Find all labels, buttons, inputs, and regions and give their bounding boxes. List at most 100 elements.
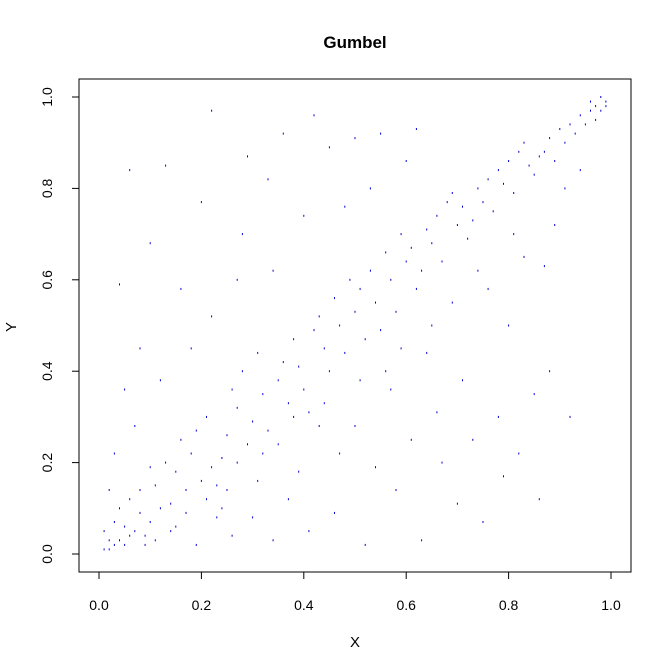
data-point <box>257 351 259 354</box>
data-point <box>375 301 376 304</box>
data-point <box>318 425 320 427</box>
data-point <box>523 141 525 144</box>
data-point <box>400 233 402 236</box>
data-point <box>247 155 248 158</box>
data-point <box>334 297 335 300</box>
data-point <box>159 379 161 382</box>
data-point <box>441 260 443 263</box>
data-point <box>477 269 479 272</box>
data-point <box>298 470 300 473</box>
data-point <box>497 169 499 172</box>
y-axis: 0.0 0.2 0.4 0.6 0.8 1.0 <box>39 87 80 564</box>
data-point <box>405 260 407 263</box>
data-point <box>108 489 110 491</box>
data-point <box>129 534 131 537</box>
data-point <box>354 137 356 140</box>
data-point <box>559 128 561 130</box>
data-point <box>206 498 207 501</box>
data-point <box>272 539 274 542</box>
data-point <box>421 269 423 272</box>
data-point <box>308 530 310 533</box>
data-point <box>211 315 213 318</box>
data-point <box>359 379 361 382</box>
data-point <box>328 146 330 149</box>
data-point <box>456 502 458 505</box>
data-point <box>236 461 238 464</box>
data-point <box>257 479 259 482</box>
data-point <box>134 530 136 533</box>
data-point <box>436 411 438 414</box>
x-tick-label: 1.0 <box>601 597 621 613</box>
data-point <box>569 123 571 126</box>
data-point <box>579 114 581 117</box>
data-point <box>267 429 269 432</box>
data-point <box>513 192 515 194</box>
x-tick-label: 0.6 <box>396 597 416 613</box>
data-point <box>252 420 254 423</box>
data-point <box>492 210 494 213</box>
data-point <box>375 466 376 469</box>
plot-frame <box>78 78 632 573</box>
chart-title: Gumbel <box>323 33 386 52</box>
data-point <box>595 118 597 121</box>
data-point <box>108 539 110 542</box>
data-point <box>508 324 510 327</box>
data-point <box>395 310 397 313</box>
data-point <box>170 502 172 505</box>
data-point <box>129 498 131 501</box>
data-point <box>395 489 397 491</box>
data-point <box>262 452 264 455</box>
data-point <box>339 324 341 327</box>
data-point <box>426 351 428 354</box>
data-point <box>134 425 136 427</box>
data-point <box>170 530 172 533</box>
data-point <box>200 201 202 204</box>
data-point <box>180 438 182 441</box>
data-point <box>359 287 361 290</box>
data-point <box>503 475 504 478</box>
data-point <box>600 96 602 98</box>
data-point <box>206 415 207 418</box>
data-point <box>124 525 126 528</box>
data-point <box>349 278 351 281</box>
data-point <box>221 457 223 459</box>
data-point <box>165 461 167 464</box>
data-point <box>323 347 325 350</box>
data-point <box>590 109 591 112</box>
data-point <box>415 287 417 290</box>
data-point <box>564 187 566 190</box>
data-point <box>277 379 279 382</box>
data-point <box>318 315 320 318</box>
data-point <box>431 242 433 245</box>
data-point <box>293 415 295 418</box>
data-point <box>518 452 520 455</box>
data-point <box>185 511 187 514</box>
data-point <box>195 429 197 432</box>
data-point <box>605 105 607 108</box>
data-point <box>538 155 540 158</box>
data-point <box>354 310 356 313</box>
data-point <box>216 484 218 487</box>
data-point <box>282 361 284 364</box>
data-point <box>487 287 489 290</box>
data-point <box>328 370 330 373</box>
data-point <box>487 178 489 181</box>
data-point <box>369 187 371 190</box>
data-point <box>103 548 105 551</box>
y-tick-label: 0.6 <box>39 270 55 290</box>
data-point <box>303 214 305 217</box>
data-point <box>421 539 423 542</box>
data-point <box>369 269 371 272</box>
y-tick-label: 1.0 <box>39 87 55 107</box>
y-tick-label: 0.0 <box>39 544 55 564</box>
data-point <box>139 347 141 350</box>
data-point <box>354 425 356 427</box>
data-point <box>262 393 264 396</box>
data-point <box>543 150 545 153</box>
data-point <box>564 141 566 144</box>
data-point <box>149 466 151 469</box>
data-point <box>523 255 525 258</box>
data-point <box>287 402 289 405</box>
data-point <box>554 224 556 226</box>
